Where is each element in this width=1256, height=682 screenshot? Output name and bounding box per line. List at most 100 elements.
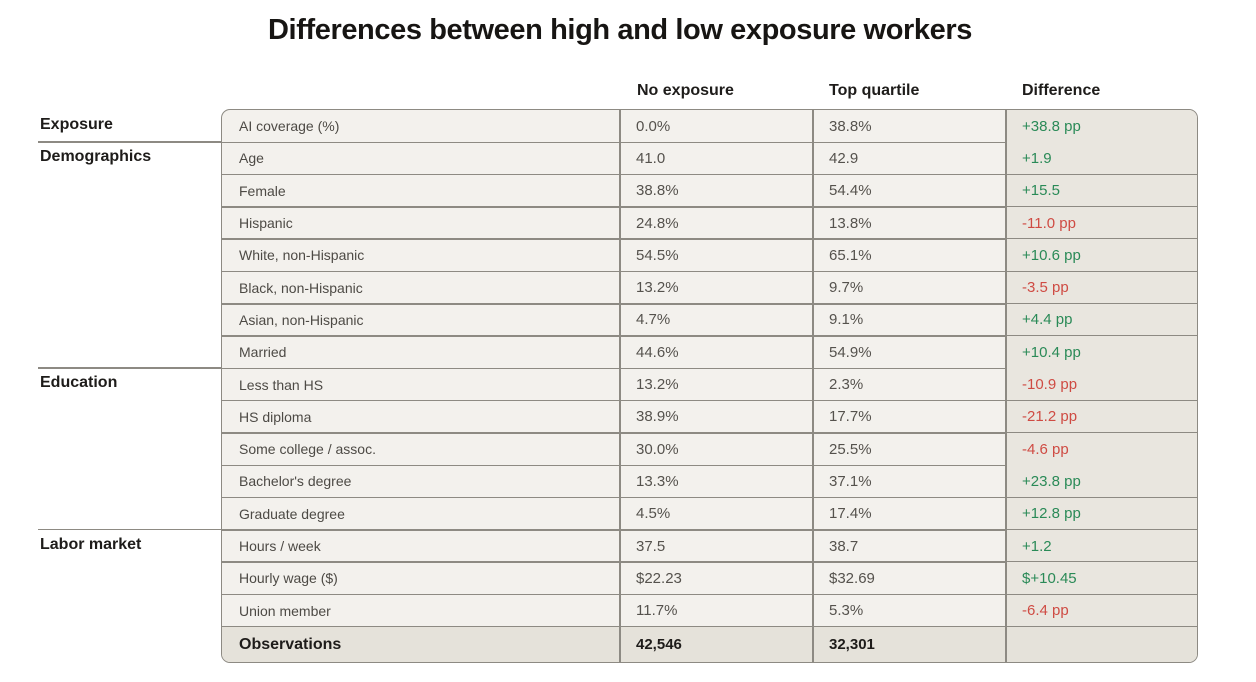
observations-row: Observations 42,546 32,301 — [222, 626, 1197, 662]
cell-top-quartile: $32.69 — [829, 569, 875, 587]
cell-difference: +38.8 pp — [1006, 110, 1197, 143]
column-header-no-exposure: No exposure — [637, 82, 734, 99]
table-row: Union member 11.7% 5.3% -6.4 pp — [222, 594, 1197, 627]
cell-difference: +4.4 pp — [1006, 303, 1197, 337]
row-divider — [222, 561, 1197, 563]
row-divider — [222, 464, 1197, 467]
row-label: Female — [239, 182, 286, 199]
cell-no-exposure: 38.8% — [636, 182, 679, 200]
table-row: AI coverage (%) 0.0% 38.8% +38.8 pp — [222, 110, 1197, 143]
group-label-demographics: Demographics — [40, 148, 152, 166]
cell-no-exposure: 4.5% — [636, 505, 671, 523]
table-row: Black, non-Hispanic 13.2% 9.7% -3.5 pp — [222, 271, 1197, 304]
column-divider — [812, 110, 814, 662]
row-label: Bachelor's degree — [239, 473, 352, 490]
row-divider — [222, 529, 1197, 531]
cell-no-exposure: 37.5 — [636, 537, 666, 555]
cell-top-quartile: 37.1% — [829, 472, 872, 490]
table-row: Less than HS 13.2% 2.3% -10.9 pp — [222, 368, 1197, 401]
table-row: HS diploma 38.9% 17.7% -21.2 pp — [222, 400, 1197, 433]
row-divider — [222, 593, 1197, 596]
cell-difference: -10.9 pp — [1006, 368, 1197, 401]
row-divider — [222, 496, 1197, 499]
cell-difference: +1.9 — [1006, 142, 1197, 175]
group-label-labor-market: Labor market — [40, 535, 142, 553]
cell-top-quartile: 54.4% — [829, 182, 872, 200]
row-divider — [222, 238, 1197, 240]
row-divider — [222, 303, 1197, 305]
column-header-top-quartile: Top quartile — [829, 82, 920, 99]
observations-label: Observations — [239, 635, 342, 653]
cell-difference: +10.6 pp — [1006, 239, 1197, 272]
cell-no-exposure: 44.6% — [636, 343, 679, 361]
cell-difference: +23.8 pp — [1006, 465, 1197, 498]
table-row: Asian, non-Hispanic 4.7% 9.1% +4.4 pp — [222, 303, 1197, 337]
cell-top-quartile: 9.7% — [829, 279, 864, 297]
cell-top-quartile: 38.7 — [829, 537, 859, 555]
table-row: Female 38.8% 54.4% +15.5 — [222, 174, 1197, 207]
row-divider — [222, 399, 1197, 402]
row-label: AI coverage (%) — [239, 118, 340, 135]
data-table: AI coverage (%) 0.0% 38.8% +38.8 pp Age 41.0 4… — [221, 109, 1198, 663]
observations-no-exposure: 42,546 — [636, 636, 682, 654]
cell-difference: -4.6 pp — [1006, 433, 1197, 466]
cell-top-quartile: 42.9 — [829, 149, 859, 167]
cell-top-quartile: 5.3% — [829, 602, 864, 620]
row-label: Hours / week — [239, 538, 321, 555]
table-row: White, non-Hispanic 54.5% 65.1% +10.6 pp — [222, 239, 1197, 272]
row-label: Union member — [239, 602, 331, 619]
cell-difference: -3.5 pp — [1006, 271, 1197, 304]
group-label-education: Education — [40, 374, 118, 392]
table-row: Married 44.6% 54.9% +10.4 pp — [222, 336, 1197, 369]
row-label: Less than HS — [239, 376, 324, 393]
table-row: Graduate degree 4.5% 17.4% +12.8 pp — [222, 497, 1197, 530]
chart-title: Differences between high and low exposur… — [268, 14, 972, 46]
table-row: Hourly wage ($) $22.23 $32.69 $+10.45 — [222, 562, 1197, 595]
row-label: HS diploma — [239, 408, 312, 425]
row-label: Married — [239, 344, 287, 361]
cell-difference: +15.5 — [1006, 174, 1197, 207]
cell-no-exposure: 13.3% — [636, 472, 679, 490]
column-header-difference: Difference — [1022, 82, 1101, 99]
row-divider — [222, 432, 1197, 434]
observations-difference — [1006, 626, 1197, 662]
row-divider — [222, 206, 1197, 208]
row-label: Asian, non-Hispanic — [239, 311, 364, 328]
table-row: Hours / week 37.5 38.7 +1.2 — [222, 529, 1197, 563]
cell-top-quartile: 25.5% — [829, 440, 872, 458]
cell-no-exposure: 54.5% — [636, 246, 679, 264]
cell-top-quartile: 17.7% — [829, 408, 872, 426]
row-label: Age — [239, 150, 264, 167]
cell-difference: +12.8 pp — [1006, 497, 1197, 530]
observations-top-quartile: 32,301 — [829, 636, 875, 654]
row-label: Hispanic — [239, 215, 293, 232]
cell-top-quartile: 2.3% — [829, 376, 864, 394]
cell-no-exposure: 4.7% — [636, 311, 671, 329]
row-divider — [222, 141, 1197, 144]
cell-top-quartile: 17.4% — [829, 505, 872, 523]
table-row: Age 41.0 42.9 +1.9 — [222, 142, 1197, 175]
cell-difference: -11.0 pp — [1006, 206, 1197, 240]
group-divider — [38, 367, 222, 369]
row-divider — [222, 270, 1197, 273]
cell-top-quartile: 54.9% — [829, 343, 872, 361]
cell-top-quartile: 65.1% — [829, 246, 872, 264]
group-divider — [38, 141, 222, 143]
row-divider — [222, 367, 1197, 370]
cell-no-exposure: 24.8% — [636, 214, 679, 232]
row-label: Graduate degree — [239, 505, 345, 522]
group-label-exposure: Exposure — [40, 116, 113, 133]
cell-no-exposure: $22.23 — [636, 569, 682, 587]
table-row: Hispanic 24.8% 13.8% -11.0 pp — [222, 206, 1197, 240]
cell-no-exposure: 41.0 — [636, 149, 666, 167]
cell-no-exposure: 11.7% — [636, 602, 678, 620]
cell-top-quartile: 13.8% — [829, 214, 872, 232]
group-divider — [38, 528, 222, 531]
cell-no-exposure: 0.0% — [636, 117, 671, 135]
table-row: Bachelor's degree 13.3% 37.1% +23.8 pp — [222, 465, 1197, 498]
cell-no-exposure: 13.2% — [636, 376, 679, 394]
cell-top-quartile: 38.8% — [829, 117, 872, 135]
table-row: Some college / assoc. 30.0% 25.5% -4.6 pp — [222, 433, 1197, 466]
cell-no-exposure: 13.2% — [636, 279, 679, 297]
row-label: Black, non-Hispanic — [239, 279, 363, 296]
